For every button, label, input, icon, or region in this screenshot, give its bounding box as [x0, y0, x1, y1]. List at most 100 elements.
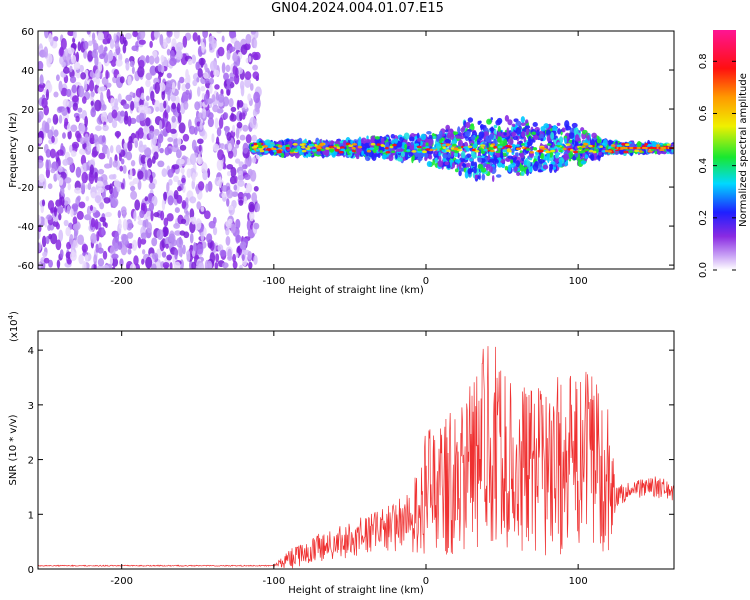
signal-blob — [490, 117, 493, 121]
noise-blob — [102, 38, 109, 45]
signal-core-blob — [316, 148, 321, 152]
noise-blob — [99, 216, 106, 223]
noise-blob — [103, 179, 108, 186]
signal-core-blob — [515, 147, 521, 151]
noise-blob — [183, 101, 189, 110]
noise-blob — [111, 266, 116, 269]
signal-core-blob — [628, 150, 634, 153]
signal-core-blob — [305, 147, 311, 150]
noise-blob — [117, 210, 122, 219]
noise-blob — [203, 71, 209, 79]
noise-blob — [226, 49, 231, 61]
noise-blob — [129, 167, 133, 180]
noise-blob — [195, 61, 200, 71]
noise-blob — [67, 31, 75, 37]
noise-blob — [60, 186, 65, 196]
noise-blob — [149, 65, 157, 76]
spectrogram-x-tick-label: 0 — [423, 276, 429, 287]
noise-blob — [53, 91, 59, 98]
noise-blob — [84, 133, 89, 144]
noise-blob — [158, 82, 166, 92]
noise-blob — [128, 56, 135, 63]
signal-core-blob — [532, 147, 537, 150]
signal-core-blob — [425, 148, 431, 151]
signal-core-blob — [348, 144, 354, 148]
spectrogram-y-tick-label: -60 — [18, 261, 34, 272]
noise-blob — [85, 196, 90, 202]
noise-blob — [130, 190, 138, 200]
figure-title: GN04.2024.004.01.07.E15 — [271, 1, 444, 16]
noise-blob — [79, 64, 84, 73]
signal-blob — [264, 139, 271, 145]
signal-core-blob — [417, 148, 423, 152]
signal-blob — [445, 124, 451, 131]
signal-blob — [365, 139, 372, 143]
signal-core-blob — [391, 150, 396, 153]
noise-blob — [200, 206, 205, 212]
noise-blob — [253, 254, 258, 266]
noise-blob — [90, 217, 96, 228]
signal-blob — [511, 143, 516, 148]
noise-blob — [214, 262, 219, 269]
noise-blob — [153, 212, 160, 218]
noise-blob — [206, 98, 214, 104]
noise-blob — [207, 112, 214, 120]
noise-blob — [91, 32, 96, 41]
signal-blob — [374, 136, 380, 140]
signal-blob — [439, 130, 443, 137]
noise-blob — [241, 112, 246, 120]
signal-blob — [477, 157, 483, 163]
noise-blob — [212, 226, 218, 236]
signal-core-blob — [441, 143, 447, 147]
signal-blob — [444, 161, 450, 166]
noise-blob — [83, 162, 87, 175]
signal-blob — [434, 157, 438, 164]
noise-blob — [38, 173, 45, 183]
signal-core-blob — [624, 143, 630, 147]
noise-blob — [127, 75, 132, 86]
noise-blob — [66, 241, 72, 250]
noise-blob — [88, 159, 96, 168]
signal-blob — [507, 119, 513, 126]
noise-blob — [63, 200, 69, 206]
noise-blob — [166, 254, 172, 261]
signal-blob — [489, 127, 495, 132]
noise-blob — [249, 116, 257, 129]
noise-blob — [66, 122, 71, 133]
snr-frame — [37, 330, 675, 570]
noise-blob — [109, 257, 114, 265]
signal-core-blob — [338, 150, 344, 154]
signal-core-blob — [351, 146, 356, 150]
signal-blob — [465, 121, 471, 129]
signal-core-blob — [562, 147, 567, 151]
noise-blob — [166, 213, 174, 222]
signal-core-blob — [294, 149, 299, 153]
noise-blob — [216, 31, 223, 34]
noise-blob — [72, 223, 79, 231]
signal-core-blob — [325, 147, 330, 150]
signal-core-blob — [256, 142, 262, 146]
noise-blob — [129, 263, 137, 269]
signal-blob — [397, 141, 403, 148]
colorbar-tick-label: 0.4 — [698, 158, 709, 174]
noise-blob — [143, 105, 149, 115]
noise-blob — [127, 248, 132, 255]
noise-blob — [164, 83, 172, 95]
noise-blob — [45, 235, 50, 245]
noise-blob — [156, 229, 164, 240]
colorbar-tick-label: 0.2 — [698, 210, 709, 226]
noise-blob — [137, 65, 145, 78]
signal-blob — [519, 152, 525, 159]
noise-blob — [218, 117, 224, 129]
noise-blob — [87, 40, 93, 47]
noise-blob — [179, 76, 185, 84]
noise-blob — [149, 174, 154, 184]
noise-blob — [198, 144, 202, 152]
noise-blob — [71, 84, 77, 94]
noise-blob — [111, 119, 118, 129]
noise-blob — [252, 64, 258, 71]
noise-blob — [43, 46, 49, 58]
noise-blob — [212, 143, 220, 152]
noise-blob — [95, 77, 100, 86]
noise-blob — [101, 135, 106, 143]
